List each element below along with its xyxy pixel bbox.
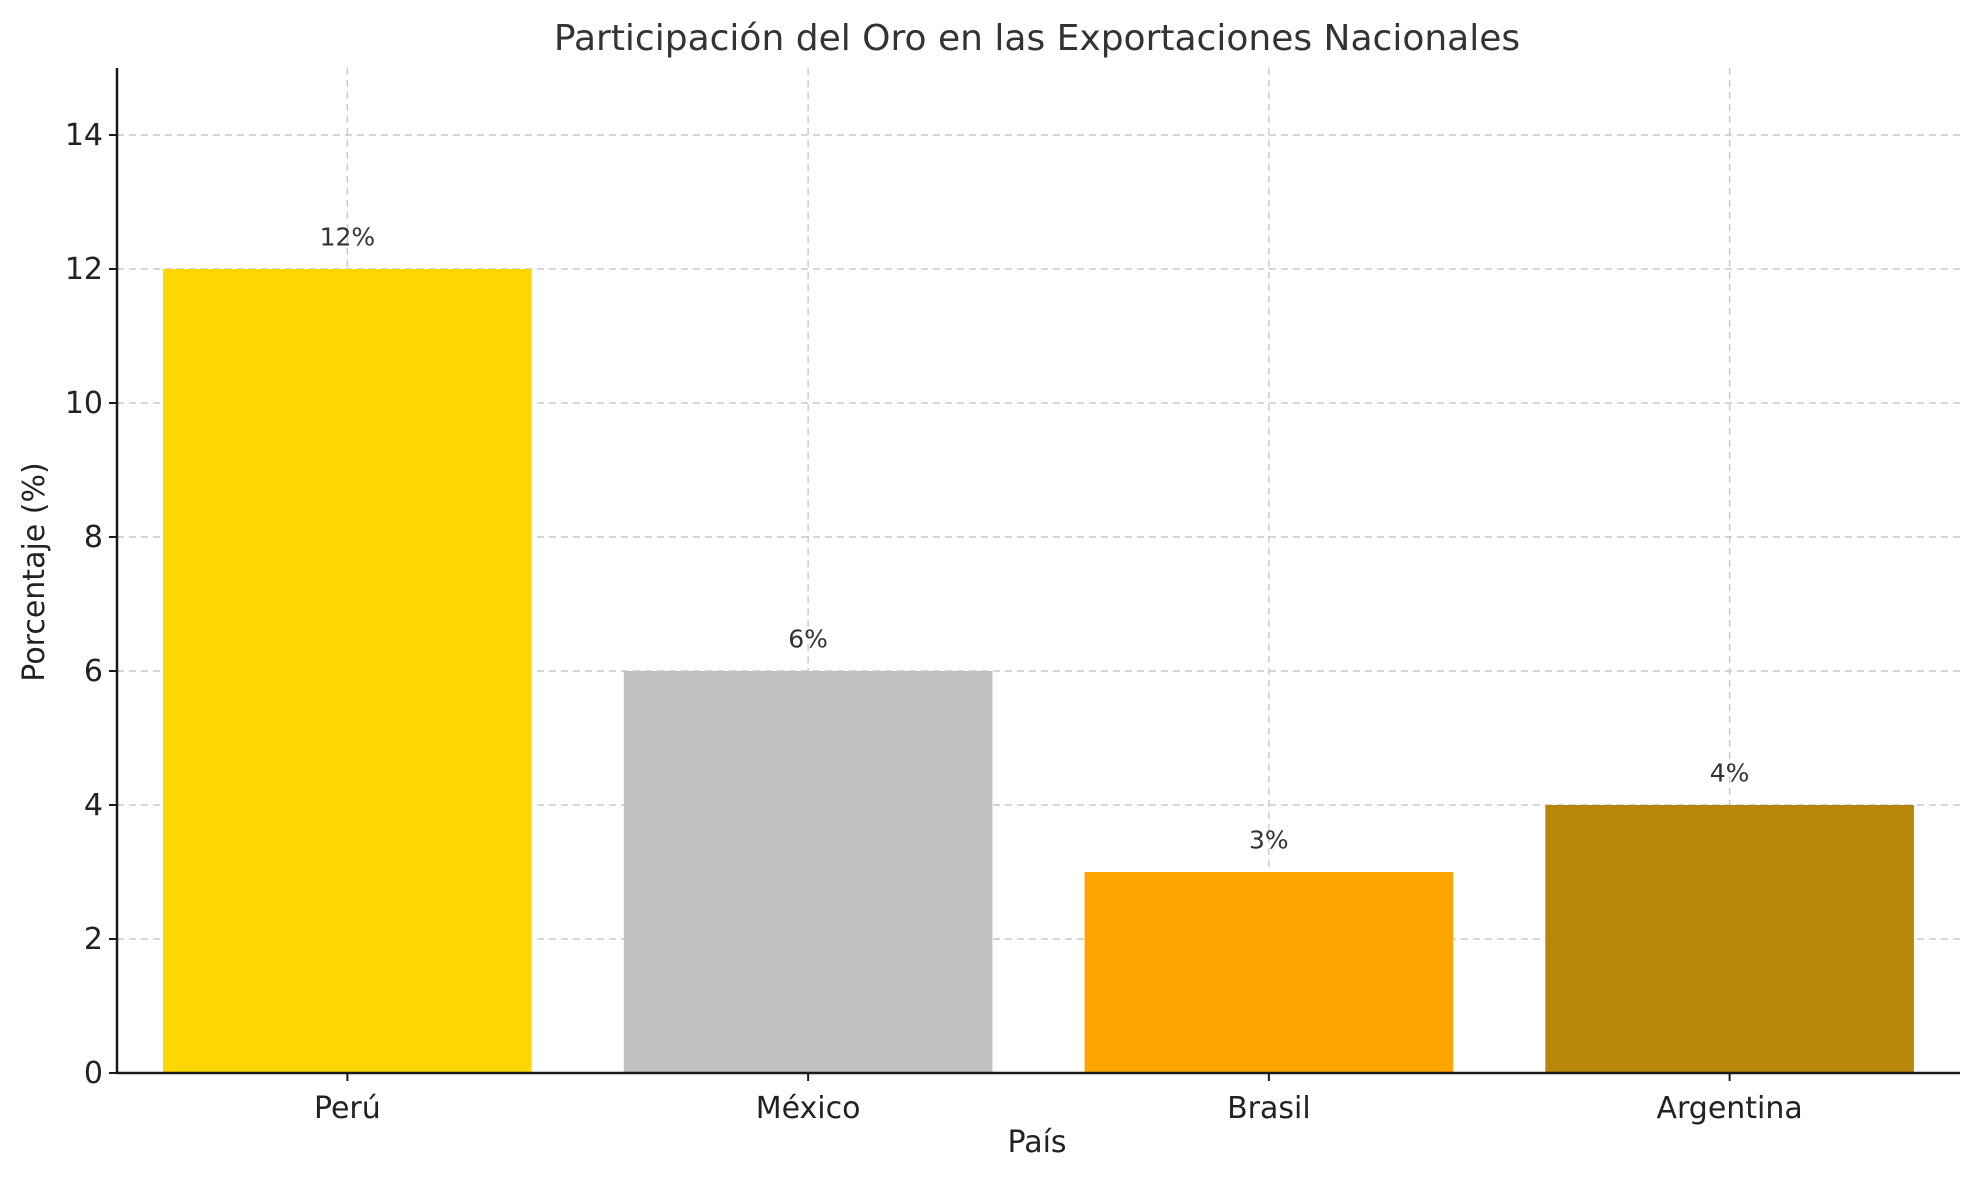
x-tick-label: Argentina xyxy=(1656,1091,1802,1126)
chart-title: Participación del Oro en las Exportacion… xyxy=(554,18,1520,59)
y-tick-label: 14 xyxy=(65,118,103,153)
y-tick-label: 4 xyxy=(84,788,103,823)
axes xyxy=(115,68,1960,1075)
y-axis-label: Porcentaje (%) xyxy=(17,462,52,681)
data-labels: 12% 6% 3% 4% xyxy=(320,223,1750,855)
bar-argentina xyxy=(1545,805,1914,1073)
bar-méxico xyxy=(623,671,993,1073)
x-tick-label: Brasil xyxy=(1227,1091,1311,1126)
bar-brasil xyxy=(1084,872,1454,1073)
y-tick-label: 6 xyxy=(84,654,103,689)
y-tick-label: 8 xyxy=(84,520,103,555)
data-label: 12% xyxy=(320,223,376,252)
data-label: 6% xyxy=(788,625,828,654)
data-label: 4% xyxy=(1710,759,1750,788)
x-tick-label: Perú xyxy=(314,1091,381,1126)
y-ticks: 0 2 4 6 8 10 12 14 xyxy=(65,118,117,1091)
y-tick-label: 10 xyxy=(65,386,103,421)
y-tick-label: 2 xyxy=(84,922,103,957)
bar-perú xyxy=(163,269,532,1073)
x-ticks: Perú México Brasil Argentina xyxy=(314,1073,1803,1126)
x-tick-label: México xyxy=(756,1091,861,1126)
y-tick-label: 12 xyxy=(65,252,103,287)
x-axis-label: País xyxy=(1007,1125,1066,1160)
bars xyxy=(163,269,1914,1073)
y-tick-label: 0 xyxy=(84,1056,103,1091)
data-label: 3% xyxy=(1249,826,1289,855)
